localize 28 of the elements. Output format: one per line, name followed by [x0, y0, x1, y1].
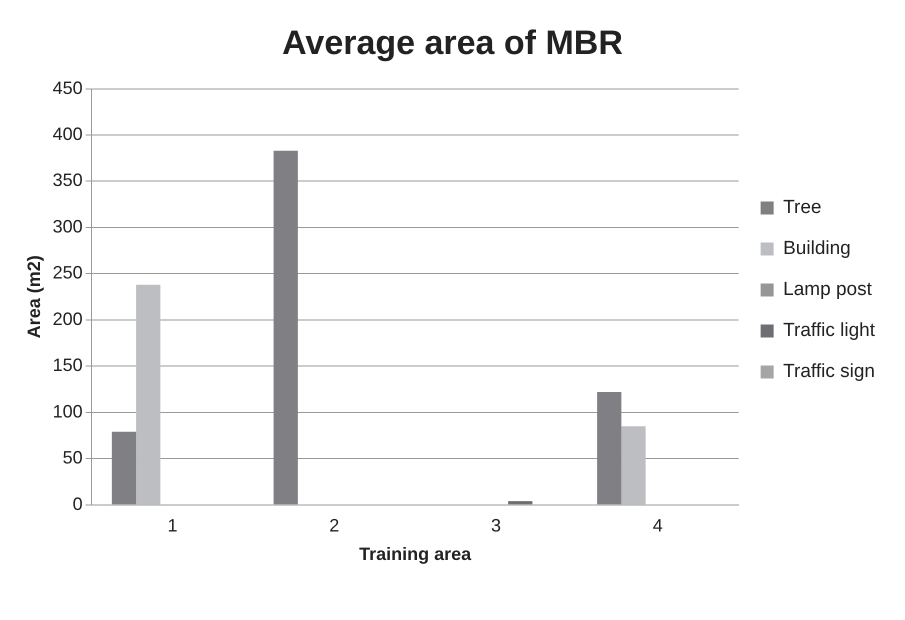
y-tick-label: 0 [72, 494, 83, 514]
x-tick-label: 2 [329, 516, 340, 536]
y-tick-label: 300 [52, 216, 83, 236]
y-tick-label: 100 [52, 401, 83, 422]
legend-label: Building [783, 238, 851, 260]
y-tick-label: 250 [52, 262, 83, 283]
bar [597, 392, 622, 504]
bar [112, 432, 136, 504]
legend-label: Tree [783, 197, 822, 218]
bar [136, 284, 160, 504]
y-tick-label: 350 [52, 170, 83, 190]
legend-label: Traffic sign [783, 361, 876, 382]
bar [508, 501, 532, 504]
legend-label: Lamp post [783, 279, 873, 300]
chart-title: Average area of MBR [282, 24, 623, 62]
bar [621, 426, 646, 504]
y-tick-label: 50 [62, 448, 83, 468]
y-tick-label: 200 [52, 308, 83, 329]
x-tick-label: 1 [168, 516, 178, 536]
y-axis-title: Area (m2) [24, 255, 44, 338]
legend-label: Traffic light [783, 320, 876, 342]
y-tick-label: 150 [52, 355, 83, 376]
bar [274, 150, 298, 504]
y-tick-label: 400 [52, 124, 83, 144]
x-axis-title: Training area [359, 544, 472, 564]
x-tick-label: 4 [652, 516, 663, 536]
y-tick-label: 450 [52, 78, 83, 98]
x-tick-label: 3 [491, 516, 502, 536]
